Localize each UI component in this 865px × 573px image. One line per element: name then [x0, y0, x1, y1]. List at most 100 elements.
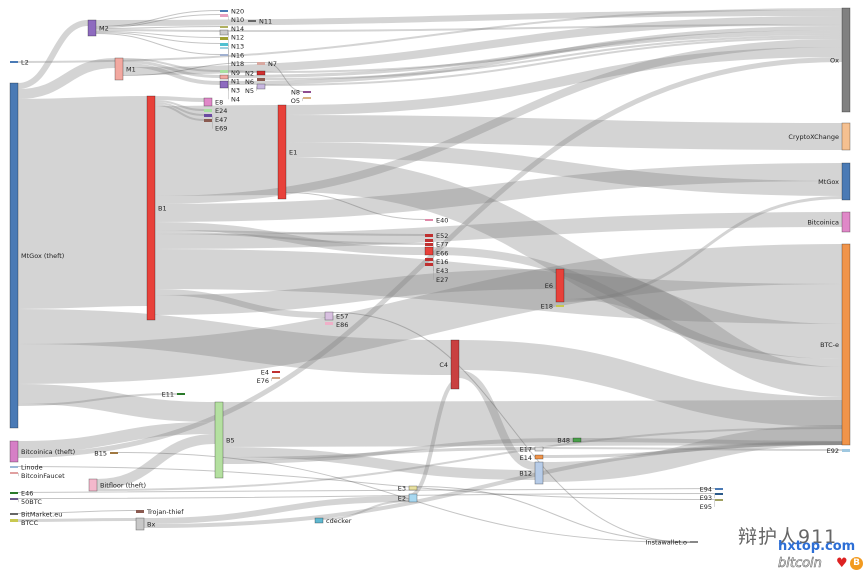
node-bar[interactable]: [257, 62, 265, 65]
node-n16[interactable]: N16: [220, 43, 244, 59]
node-e11[interactable]: E11: [162, 390, 185, 398]
node-bar[interactable]: [219, 29, 229, 36]
node-btcc[interactable]: BTCC: [10, 519, 39, 527]
node-bar[interactable]: [220, 54, 228, 56]
node-bar[interactable]: [277, 104, 287, 200]
node-e43[interactable]: E43: [425, 258, 448, 275]
node-bar[interactable]: [10, 513, 18, 515]
node-linode[interactable]: Linode: [10, 463, 43, 471]
node-bar[interactable]: [572, 437, 582, 443]
node-n9[interactable]: N9: [220, 54, 240, 77]
node-b5[interactable]: B5: [214, 401, 235, 479]
node-bar[interactable]: [220, 37, 228, 40]
node-bar[interactable]: [9, 440, 19, 463]
node-bar[interactable]: [204, 109, 212, 112]
node-bar[interactable]: [9, 82, 19, 429]
node-bar[interactable]: [272, 377, 280, 379]
node-ox[interactable]: Ox: [830, 7, 851, 113]
node-bar[interactable]: [10, 498, 18, 500]
node-bar[interactable]: [220, 43, 228, 46]
node-e77[interactable]: E77: [425, 239, 448, 249]
node-n14[interactable]: N14: [220, 25, 244, 33]
node-trojan[interactable]: Trojan-thief: [136, 508, 184, 516]
node-e6[interactable]: E6: [545, 268, 565, 303]
node-bar[interactable]: [177, 393, 185, 395]
node-e24[interactable]: E24: [204, 107, 227, 115]
node-n11[interactable]: N11: [248, 17, 272, 25]
node-e47[interactable]: E47: [204, 114, 227, 124]
node-e95[interactable]: E95: [700, 499, 723, 511]
node-o5[interactable]: O5: [291, 97, 311, 105]
node-bar[interactable]: [841, 7, 851, 113]
node-n2[interactable]: N2: [245, 69, 266, 77]
node-bar[interactable]: [204, 119, 212, 122]
node-bar[interactable]: [408, 485, 418, 491]
node-bar[interactable]: [214, 401, 224, 479]
node-bar[interactable]: [325, 322, 333, 325]
node-n10[interactable]: N10: [220, 14, 244, 24]
node-bitcoinicatheft[interactable]: Bitcoinica (theft): [9, 440, 75, 463]
node-bar[interactable]: [257, 78, 265, 81]
node-bar[interactable]: [256, 83, 266, 90]
node-e2[interactable]: E2: [398, 493, 418, 503]
node-n8[interactable]: N8: [291, 88, 311, 96]
node-bar[interactable]: [425, 263, 433, 266]
node-e46[interactable]: E46: [10, 489, 33, 497]
node-b48[interactable]: B48: [557, 436, 582, 444]
node-e40[interactable]: E40: [425, 216, 448, 224]
node-bar[interactable]: [303, 97, 311, 99]
node-e69[interactable]: E69: [204, 119, 227, 133]
node-bar[interactable]: [220, 70, 228, 73]
node-bar[interactable]: [135, 517, 145, 531]
node-e4[interactable]: E4: [261, 368, 280, 376]
node-bar[interactable]: [219, 74, 229, 80]
node-e14[interactable]: E14: [520, 454, 544, 462]
node-bx[interactable]: Bx: [135, 517, 155, 531]
node-e18[interactable]: E18: [541, 302, 564, 310]
node-e17[interactable]: E17: [520, 445, 544, 453]
node-bar[interactable]: [425, 243, 433, 246]
node-e1[interactable]: E1: [277, 104, 297, 200]
node-cryptoxchange[interactable]: CryptoXChange: [788, 122, 851, 151]
node-bar[interactable]: [204, 114, 212, 117]
node-bar[interactable]: [146, 95, 156, 321]
node-c4[interactable]: C4: [439, 339, 460, 390]
node-bar[interactable]: [534, 461, 544, 485]
node-n1[interactable]: N1: [220, 70, 240, 86]
node-bar[interactable]: [324, 311, 334, 321]
node-bar[interactable]: [534, 446, 544, 452]
node-bar[interactable]: [303, 91, 311, 93]
node-bar[interactable]: [220, 14, 228, 17]
node-bar[interactable]: [534, 454, 544, 460]
node-b15[interactable]: B15: [94, 449, 118, 457]
node-b12[interactable]: B12: [519, 461, 544, 485]
node-50btc[interactable]: 50BTC: [10, 498, 42, 506]
node-bar[interactable]: [408, 493, 418, 503]
node-n13[interactable]: N13: [220, 37, 244, 51]
node-bitcoinica[interactable]: Bitcoinica: [807, 211, 851, 233]
node-bar[interactable]: [425, 234, 433, 237]
node-bar[interactable]: [314, 517, 324, 524]
node-mtgoxtheft[interactable]: MtGox (theft): [9, 82, 64, 429]
node-mtgox[interactable]: MtGox: [818, 162, 851, 201]
node-n12[interactable]: N12: [219, 29, 244, 42]
node-bar[interactable]: [10, 61, 18, 63]
node-bar[interactable]: [425, 219, 433, 221]
node-bar[interactable]: [87, 19, 97, 37]
node-bar[interactable]: [690, 541, 698, 543]
node-bar[interactable]: [114, 57, 124, 81]
node-n18[interactable]: N18: [220, 47, 244, 68]
node-n4[interactable]: N4: [219, 80, 240, 103]
node-e86[interactable]: E86: [325, 321, 348, 329]
node-bar[interactable]: [10, 492, 18, 494]
node-bar[interactable]: [10, 466, 18, 468]
node-bar[interactable]: [841, 162, 851, 201]
node-bar[interactable]: [556, 305, 564, 307]
node-bar[interactable]: [425, 239, 433, 242]
node-bar[interactable]: [10, 519, 18, 522]
node-e16[interactable]: E16: [424, 246, 448, 266]
node-n20[interactable]: N20: [220, 7, 244, 15]
node-bar[interactable]: [203, 97, 213, 107]
node-instawallet[interactable]: Instawallet.o: [646, 538, 698, 546]
node-bar[interactable]: [841, 243, 851, 446]
